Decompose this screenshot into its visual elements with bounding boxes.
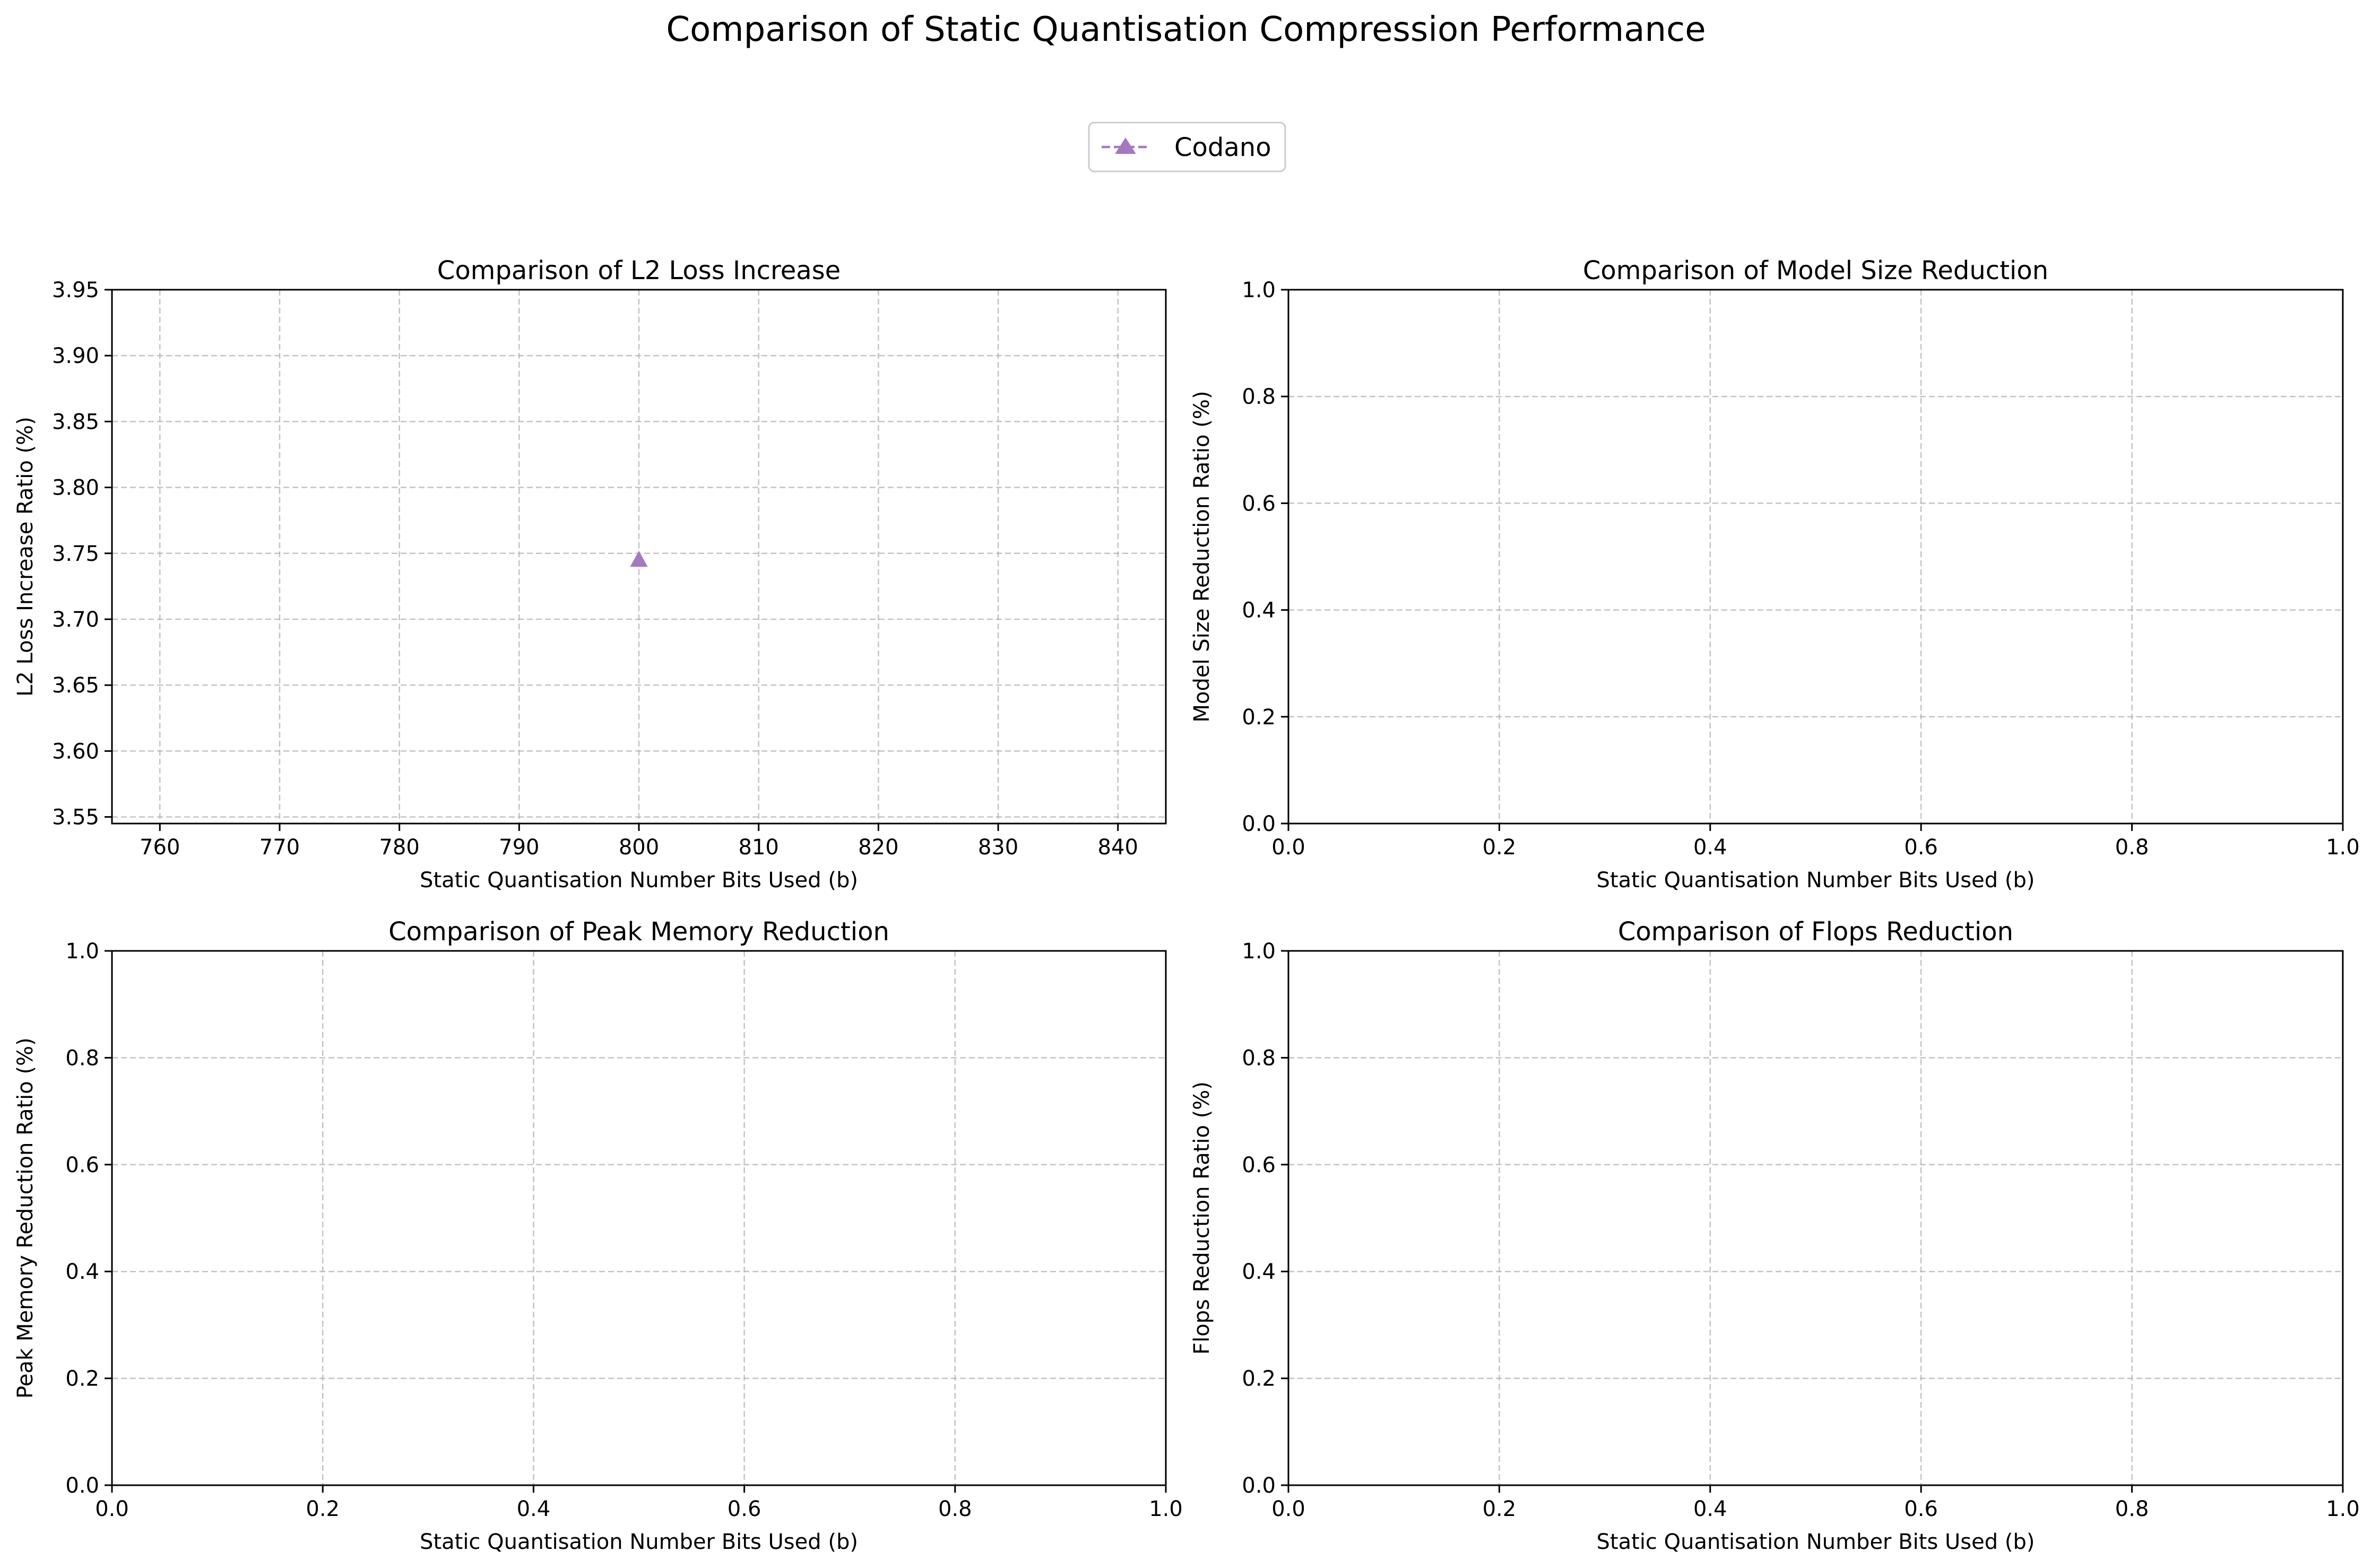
y-tick-label: 0.6 [1242,491,1276,516]
subplot-title: Comparison of Model Size Reduction [1583,256,2048,285]
subplot-1: 760 770 780 790 800 810 820 830 840 3.55 3.60 3.65 3… [13,256,1167,893]
subplot-grid: 760 770 780 790 800 810 820 830 840 3.55 3.60 3.65 3… [13,256,2360,1554]
y-tick-label: 0.8 [1242,385,1276,409]
y-tick-label: 0.4 [65,1260,99,1284]
y-tick-label: 0.8 [65,1046,99,1070]
x-tick-label: 0.8 [938,1497,972,1521]
y-tick-label: 0.8 [1242,1046,1276,1070]
x-tick-label: 770 [259,835,300,860]
y-axis-label: L2 Loss Increase Ratio (%) [13,417,38,697]
y-tick-label: 0.2 [1242,705,1276,730]
x-tick-label: 790 [499,835,539,860]
y-tick-label: 0.2 [1242,1367,1276,1391]
x-tick-label: 780 [379,835,419,860]
x-tick-label: 760 [140,835,180,860]
plot-frame [111,950,1167,1486]
y-tick-label: 0.4 [1242,1260,1276,1284]
x-tick-label: 820 [858,835,898,860]
x-tick-label: 0.0 [1271,835,1305,860]
x-tick-label: 840 [1098,835,1138,860]
y-tick-label: 3.65 [52,673,99,698]
x-axis-label: Static Quantisation Number Bits Used (b) [1597,1530,2035,1554]
subplot-title: Comparison of L2 Loss Increase [437,256,841,285]
x-tick-label: 0.6 [728,1497,761,1521]
x-tick-label: 0.2 [1483,835,1517,860]
x-tick-label: 0.2 [306,1497,340,1521]
x-axis-label: Static Quantisation Number Bits Used (b) [1597,868,2035,893]
x-tick-label: 0.8 [2115,835,2149,860]
y-axis-label: Model Size Reduction Ratio (%) [1190,391,1214,723]
y-tick-label: 3.55 [52,805,99,830]
y-tick-label: 0.4 [1242,599,1276,623]
y-tick-label: 3.70 [52,608,99,632]
y-tick-label: 3.75 [52,542,99,566]
x-tick-label: 1.0 [2326,835,2360,860]
y-axis-label: Flops Reduction Ratio (%) [1190,1081,1214,1355]
y-tick-label: 0.6 [65,1153,99,1177]
x-tick-label: 0.4 [1693,835,1727,860]
x-tick-label: 1.0 [1149,1497,1183,1521]
y-tick-label: 1.0 [1242,939,1276,964]
plot-frame [1287,950,2344,1486]
y-tick-label: 3.85 [52,410,99,434]
x-axis-label: Static Quantisation Number Bits Used (b) [420,868,858,893]
x-tick-label: 0.4 [1693,1497,1727,1521]
subplot-title: Comparison of Peak Memory Reduction [388,917,889,947]
y-tick-label: 3.95 [52,278,99,302]
x-axis-label: Static Quantisation Number Bits Used (b) [420,1530,858,1554]
y-tick-label: 3.80 [52,476,99,500]
y-tick-label: 3.60 [52,739,99,764]
figure-suptitle: Comparison of Static Quantisation Compre… [666,10,1706,49]
legend-marker-codano [1115,137,1136,154]
y-tick-label: 3.90 [52,344,99,368]
x-tick-label: 810 [739,835,779,860]
y-tick-label: 0.2 [65,1367,99,1391]
x-tick-label: 0.6 [1904,835,1938,860]
x-tick-label: 1.0 [2326,1497,2360,1521]
subplot-3: 0.0 0.2 0.4 0.6 0.8 1.0 0.0 0.2 0.4 0.6 0.8 1.0 Comp… [13,917,1183,1554]
x-tick-label: 0.4 [517,1497,551,1521]
x-tick-label: 830 [978,835,1018,860]
plot-frame [1287,289,2344,825]
data-point-codano [630,551,648,567]
y-axis-label: Peak Memory Reduction Ratio (%) [13,1037,38,1398]
y-tick-label: 1.0 [1242,278,1276,302]
y-tick-label: 1.0 [65,939,99,964]
x-tick-label: 0.2 [1483,1497,1517,1521]
y-tick-label: 0.0 [1242,1474,1276,1498]
legend: Codano [1088,122,1286,172]
x-tick-label: 800 [619,835,659,860]
plot-frame [111,289,1167,825]
legend-frame [1088,122,1286,172]
subplot-4: 0.0 0.2 0.4 0.6 0.8 1.0 0.0 0.2 0.4 0.6 0.8 1.0 Comp… [1190,917,2360,1554]
x-tick-label: 0.0 [95,1497,129,1521]
x-tick-label: 0.8 [2115,1497,2149,1521]
subplot-2: 0.0 0.2 0.4 0.6 0.8 1.0 0.0 0.2 0.4 0.6 0.8 1.0 Comp… [1190,256,2360,893]
y-tick-label: 0.0 [1242,812,1276,836]
y-tick-label: 0.6 [1242,1153,1276,1177]
x-tick-label: 0.6 [1904,1497,1938,1521]
x-tick-label: 0.0 [1271,1497,1305,1521]
legend-label-codano: Codano [1174,133,1271,162]
subplot-title: Comparison of Flops Reduction [1618,917,2013,947]
y-tick-label: 0.0 [65,1474,99,1498]
